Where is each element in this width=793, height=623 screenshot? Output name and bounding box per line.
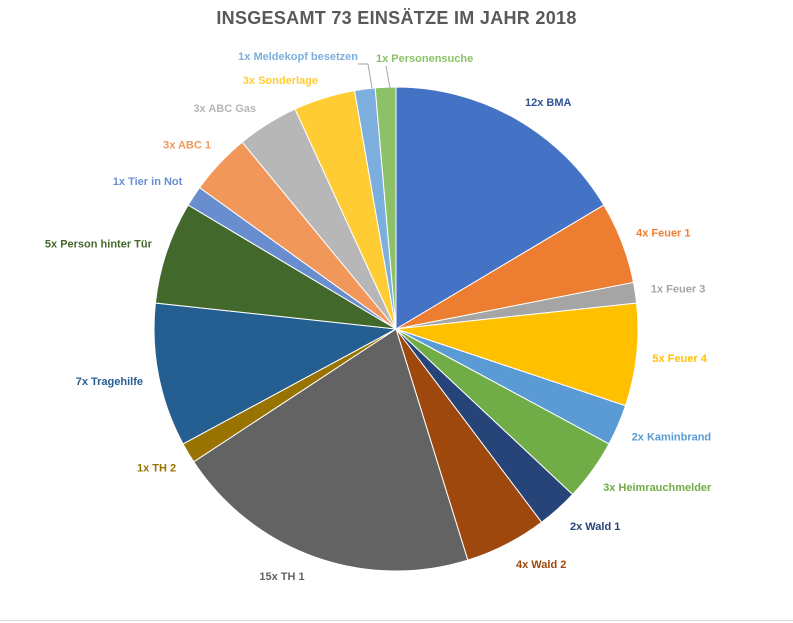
slice-label-4x-wald-2: 4x Wald 2 [516, 559, 566, 571]
slice-label-1x-feuer-3: 1x Feuer 3 [651, 284, 705, 296]
slice-label-5x-person-hinter-t-r: 5x Person hinter Tür [45, 238, 153, 250]
pie-slice-5x-person-hinter-t-r [154, 204, 397, 330]
slice-label-7x-tragehilfe: 7x Tragehilfe [76, 376, 143, 388]
pie-slice-1x-personensuche [374, 86, 397, 330]
slice-label-3x-abc-1: 3x ABC 1 [163, 139, 211, 151]
slice-label-1x-tier-in-not: 1x Tier in Not [113, 176, 183, 188]
bottom-divider [0, 620, 793, 621]
slice-label-2x-wald-1: 2x Wald 1 [570, 521, 620, 533]
slice-label-12x-bma: 12x BMA [525, 97, 572, 109]
slice-label-2x-kaminbrand: 2x Kaminbrand [632, 431, 711, 443]
slice-label-1x-th-2: 1x TH 2 [137, 462, 176, 474]
slice-label-1x-meldekopf-besetzen: 1x Meldekopf besetzen [238, 51, 358, 63]
pie-slice-5x-feuer-4 [395, 302, 639, 407]
slice-label-3x-sonderlage: 3x Sonderlage [243, 75, 318, 87]
pie-slice-15x-th-1 [193, 328, 469, 572]
leader-line-personensuche [385, 65, 391, 89]
slice-label-1x-personensuche: 1x Personensuche [376, 53, 473, 65]
slice-label-5x-feuer-4: 5x Feuer 4 [652, 353, 707, 365]
slice-label-4x-feuer-1: 4x Feuer 1 [636, 227, 690, 239]
leader-line-meldekopf [358, 63, 373, 89]
chart-title: INSGESAMT 73 EINSÄTZE IM JAHR 2018 [216, 8, 577, 28]
slice-label-3x-abc-gas: 3x ABC Gas [193, 103, 256, 115]
pie-slice-12x-bma [395, 86, 605, 330]
slice-label-15x-th-1: 15x TH 1 [259, 571, 304, 583]
pie-slice-7x-tragehilfe [153, 302, 398, 445]
slice-label-3x-heimrauchmelder: 3x Heimrauchmelder [603, 482, 712, 494]
